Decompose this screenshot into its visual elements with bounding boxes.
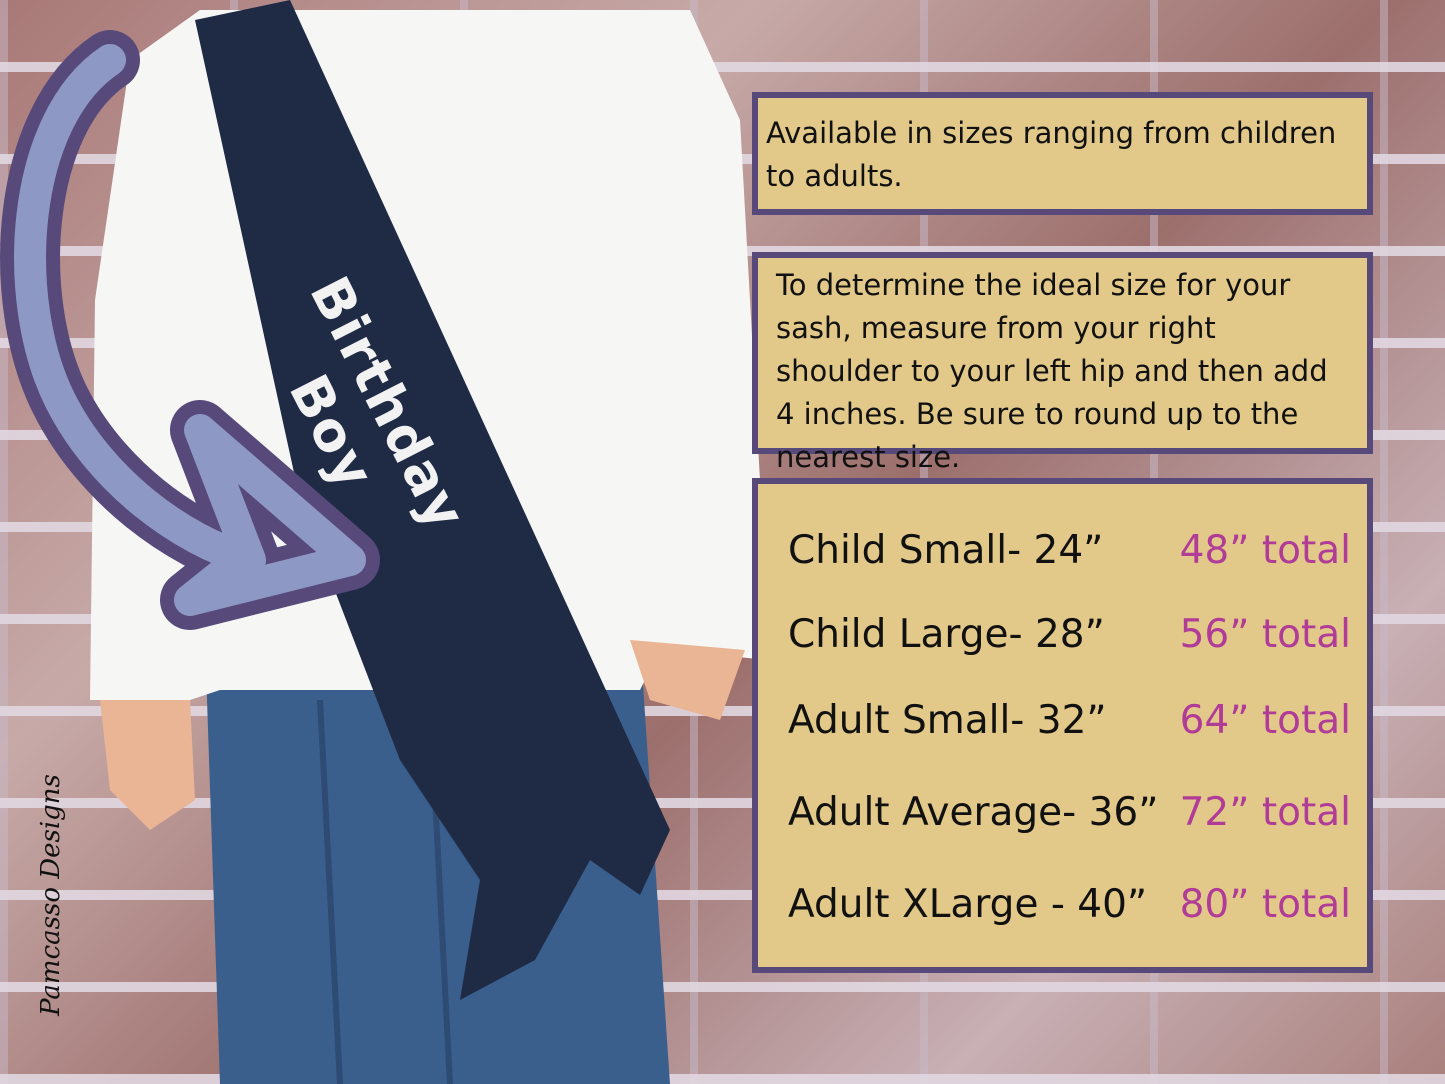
- right-hand: [630, 640, 745, 720]
- info-text: To determine the ideal size for your sas…: [776, 268, 1328, 474]
- size-total: 80” total: [1179, 882, 1351, 927]
- size-label: Adult Average- 36”: [788, 790, 1159, 835]
- info-text: Available in sizes ranging from children…: [766, 116, 1337, 193]
- sash: [195, 0, 670, 1000]
- size-label: Child Small- 24”: [788, 528, 1104, 573]
- arrow-icon: [0, 30, 380, 630]
- size-row: Adult Average- 36” 72” total: [788, 790, 1351, 835]
- size-row: Adult Small- 32” 64” total: [788, 698, 1351, 743]
- size-total: 48” total: [1179, 528, 1351, 573]
- left-hand: [100, 700, 195, 830]
- size-row: Child Large- 28” 56” total: [788, 612, 1351, 657]
- size-label: Adult XLarge - 40”: [788, 882, 1148, 927]
- info-box-sizes: Available in sizes ranging from children…: [752, 92, 1373, 215]
- size-row: Adult XLarge - 40” 80” total: [788, 882, 1351, 927]
- size-label: Adult Small- 32”: [788, 698, 1107, 743]
- size-chart: Child Small- 24” 48” total Child Large- 2…: [752, 478, 1373, 973]
- size-total: 64” total: [1179, 698, 1351, 743]
- watermark-signature: Pamcasso Designs: [35, 774, 66, 1016]
- size-total: 72” total: [1179, 790, 1351, 835]
- info-box-measure: To determine the ideal size for your sas…: [752, 252, 1373, 474]
- size-row: Child Small- 24” 48” total: [788, 528, 1351, 573]
- size-label: Child Large- 28”: [788, 612, 1105, 657]
- size-total: 56” total: [1179, 612, 1351, 657]
